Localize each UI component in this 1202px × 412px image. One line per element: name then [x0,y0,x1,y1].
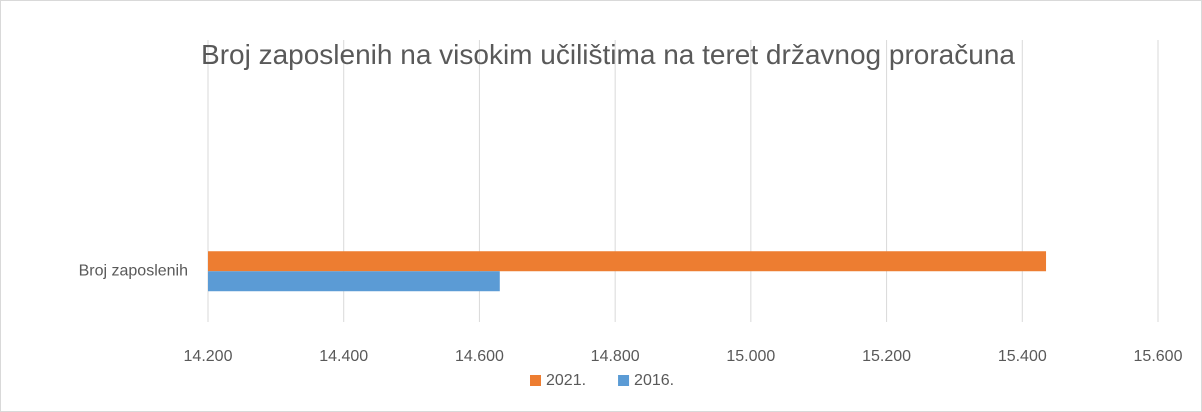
x-tick-label: 15.000 [726,348,775,365]
x-tick-label: 14.400 [319,348,368,365]
x-tick-label: 14.200 [184,348,233,365]
bar [208,251,1047,272]
legend-label: 2021. [546,372,586,389]
legend-swatch [530,375,541,386]
legend-swatch [618,375,630,386]
x-tick-label: 14.600 [455,348,504,365]
x-tick-label: 14.800 [591,348,640,365]
bar [208,271,500,292]
legend-label: 2016. [634,372,674,389]
x-tick-label: 15.400 [998,348,1047,365]
x-tick-label: 15.200 [862,348,911,365]
y-tick-label: Broj zaposlenih [79,262,188,279]
x-tick-label: 15.600 [1134,348,1183,365]
chart-title: Broj zaposlenih na visokim učilištima na… [201,39,1015,70]
